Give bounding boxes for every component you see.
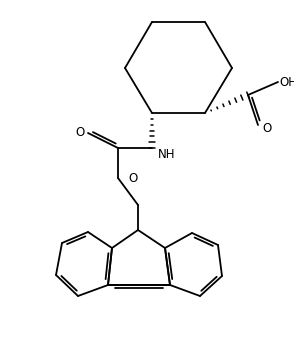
Text: OH: OH <box>279 75 294 88</box>
Text: O: O <box>76 126 85 139</box>
Text: O: O <box>262 121 271 135</box>
Text: O: O <box>128 171 137 185</box>
Text: NH: NH <box>158 148 176 161</box>
